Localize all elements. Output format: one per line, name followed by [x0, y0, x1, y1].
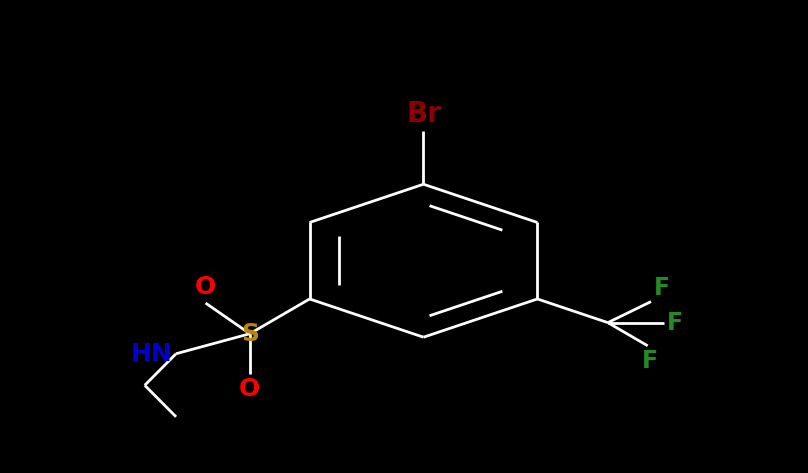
Text: HN: HN: [131, 342, 173, 366]
Text: O: O: [239, 377, 260, 402]
Text: O: O: [195, 275, 217, 299]
Text: Br: Br: [406, 100, 441, 128]
Text: F: F: [642, 349, 658, 373]
Text: F: F: [654, 276, 671, 300]
Text: F: F: [667, 311, 684, 334]
Text: S: S: [241, 322, 259, 346]
